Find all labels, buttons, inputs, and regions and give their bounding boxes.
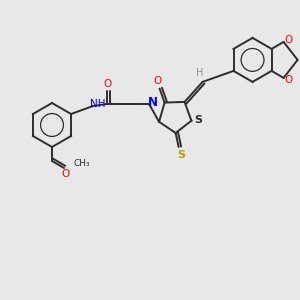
Text: CH₃: CH₃ [74, 158, 91, 167]
Text: O: O [284, 75, 293, 85]
Text: S: S [194, 115, 202, 125]
Text: H: H [196, 68, 203, 78]
Text: NH: NH [90, 99, 106, 109]
Text: N: N [148, 97, 158, 110]
Text: O: O [103, 79, 111, 89]
Text: O: O [154, 76, 162, 85]
Text: O: O [62, 169, 70, 179]
Text: S: S [178, 150, 186, 160]
Text: O: O [284, 35, 293, 45]
